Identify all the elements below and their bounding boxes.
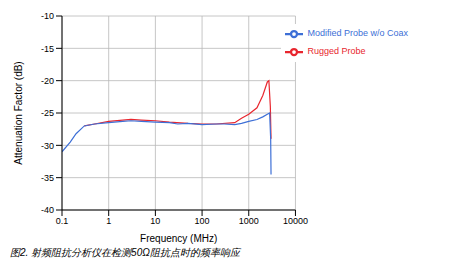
svg-text:Attenuation Factor (dB): Attenuation Factor (dB) bbox=[13, 61, 24, 164]
svg-text:-25: -25 bbox=[41, 108, 54, 118]
html-text:图2. 射频阻抗分析仪在检测50Ω阻抗点时的频率响应: 图2. 射频阻抗分析仪在检测50Ω阻抗点时的频率响应 bbox=[10, 247, 240, 258]
svg-text:-15: -15 bbox=[41, 44, 54, 54]
html-text:Modified Probe w/o Coax: Modified Probe w/o Coax bbox=[307, 28, 408, 39]
svg-text:100: 100 bbox=[195, 216, 210, 226]
html-text:Rugged Probe: Rugged Probe bbox=[307, 46, 366, 57]
svg-text:10: 10 bbox=[150, 216, 160, 226]
svg-text:1: 1 bbox=[106, 216, 111, 226]
svg-text:10000: 10000 bbox=[283, 216, 308, 226]
svg-text:-10: -10 bbox=[41, 11, 54, 21]
svg-text:0.1: 0.1 bbox=[56, 216, 69, 226]
svg-text:-40: -40 bbox=[41, 205, 54, 215]
svg-text:-30: -30 bbox=[41, 141, 54, 151]
svg-text:Frequency (MHz): Frequency (MHz) bbox=[140, 233, 217, 244]
svg-text:-35: -35 bbox=[41, 173, 54, 183]
svg-text:-20: -20 bbox=[41, 76, 54, 86]
svg-text:1000: 1000 bbox=[239, 216, 259, 226]
